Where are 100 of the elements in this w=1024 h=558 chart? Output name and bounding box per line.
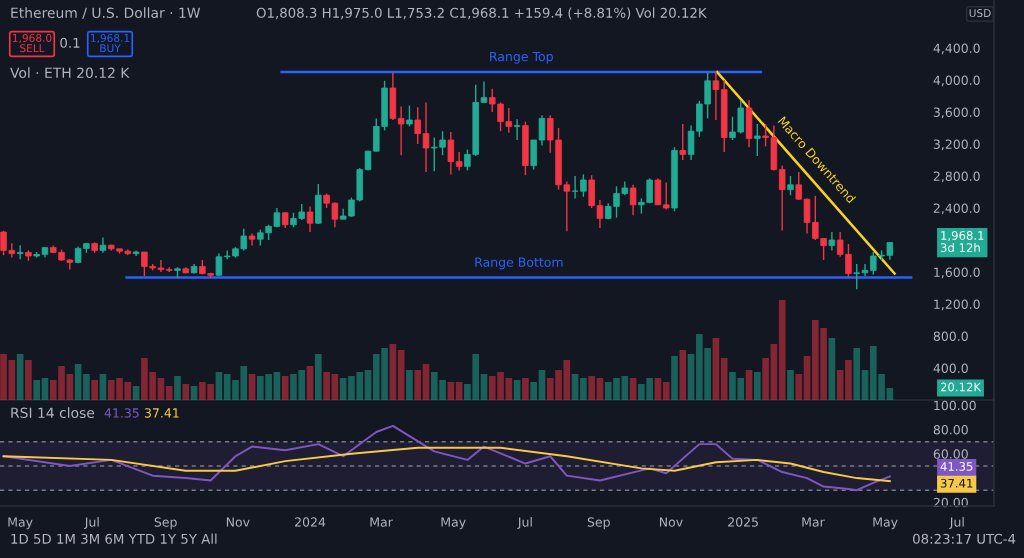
bar: [331, 374, 339, 400]
bar: [107, 380, 115, 400]
bar: [397, 350, 405, 400]
bar: [273, 372, 281, 400]
bar: [232, 380, 239, 400]
bar: [729, 372, 736, 400]
bar: [257, 376, 264, 400]
bar: [58, 366, 65, 400]
bar: [66, 374, 74, 400]
candlestick: [240, 228, 248, 252]
bar: [613, 378, 620, 400]
bar: [836, 370, 844, 400]
bar: [323, 372, 330, 400]
candlestick: [439, 130, 446, 156]
bar: [563, 360, 571, 400]
candlestick: [422, 101, 430, 173]
bar: [778, 300, 786, 400]
bar: [0, 354, 7, 400]
bar: [74, 364, 82, 400]
line-series: [2, 424, 891, 492]
bar: [580, 378, 587, 400]
bar: [414, 370, 422, 400]
bar: [654, 378, 662, 400]
bar: [33, 380, 40, 400]
bar: [83, 374, 90, 400]
bar: [621, 376, 629, 400]
candlestick: [654, 177, 662, 206]
candlestick: [505, 107, 513, 134]
candlestick: [389, 72, 397, 121]
bar: [488, 376, 496, 400]
bar: [828, 338, 836, 400]
bar: [364, 370, 372, 400]
bar: [762, 358, 769, 400]
candlestick: [522, 120, 529, 176]
bar: [306, 366, 314, 400]
candlestick: [828, 231, 836, 252]
bar: [99, 374, 107, 400]
candlestick: [646, 177, 653, 204]
bar: [803, 356, 811, 400]
bar: [687, 354, 695, 400]
bar: [886, 388, 894, 400]
bar: [472, 354, 480, 400]
candlestick: [16, 244, 24, 260]
bar: [869, 346, 877, 400]
bar: [41, 378, 49, 400]
bar: [199, 382, 206, 400]
candlestick: [414, 106, 421, 145]
bar: [538, 370, 546, 400]
bar: [16, 354, 24, 400]
bar: [215, 372, 223, 400]
bar: [124, 382, 132, 400]
candlestick: [845, 243, 852, 278]
bar: [132, 386, 140, 400]
bar: [157, 378, 165, 400]
bar: [754, 372, 761, 400]
candlestick: [315, 183, 322, 225]
candlestick: [306, 205, 314, 233]
bar: [853, 348, 861, 400]
bar: [165, 386, 173, 400]
bar: [439, 380, 446, 400]
bar: [745, 370, 753, 400]
bar: [447, 382, 455, 400]
bar: [861, 370, 869, 400]
candlestick: [720, 79, 728, 153]
candlestick: [406, 104, 413, 128]
bar: [464, 384, 471, 400]
bar: [455, 382, 463, 400]
bar: [629, 378, 637, 400]
candlestick: [745, 99, 753, 148]
bar: [571, 374, 579, 400]
candlestick: [679, 123, 687, 161]
candlestick: [861, 263, 869, 277]
bar: [530, 382, 537, 400]
candlestick: [613, 185, 620, 219]
bar: [265, 374, 272, 400]
bar: [646, 378, 653, 400]
bar: [422, 364, 430, 400]
candlestick: [787, 175, 794, 196]
candlestick: [737, 100, 745, 135]
bar: [671, 356, 678, 400]
bar: [381, 348, 388, 400]
bar: [348, 376, 355, 400]
bar: [712, 338, 720, 400]
bar: [25, 360, 32, 400]
candlestick: [662, 181, 670, 211]
candlestick: [447, 131, 455, 176]
bar: [795, 374, 803, 400]
bar: [356, 372, 364, 400]
candlestick: [497, 101, 504, 132]
bar: [207, 384, 214, 400]
bar: [339, 378, 347, 400]
bar: [596, 378, 604, 400]
bar: [389, 344, 397, 400]
bar: [662, 382, 670, 400]
candlestick: [0, 230, 7, 256]
bar: [522, 378, 529, 400]
candlestick: [157, 259, 165, 273]
bar: [372, 354, 380, 400]
bar: [737, 378, 745, 400]
candlestick: [431, 136, 438, 172]
